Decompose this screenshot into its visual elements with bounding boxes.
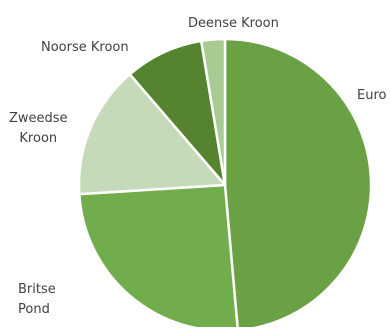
slice-label-britse-pond: Britse Pond: [18, 282, 56, 317]
slice-label-euro: Euro: [357, 88, 387, 103]
slice-label-deense-kroon: Deense Kroon: [188, 16, 279, 31]
pie-slice-zweedse-kroon: [77, 73, 227, 196]
pie-slice-euro: [223, 37, 373, 332]
pie-slice-britse-pond: [78, 183, 240, 332]
slice-label-zweedse-kroon: Zweedse Kroon: [9, 111, 68, 146]
pie-slice-deense-kroon: [200, 37, 227, 187]
slice-label-noorse-kroon: Noorse Kroon: [41, 40, 129, 55]
